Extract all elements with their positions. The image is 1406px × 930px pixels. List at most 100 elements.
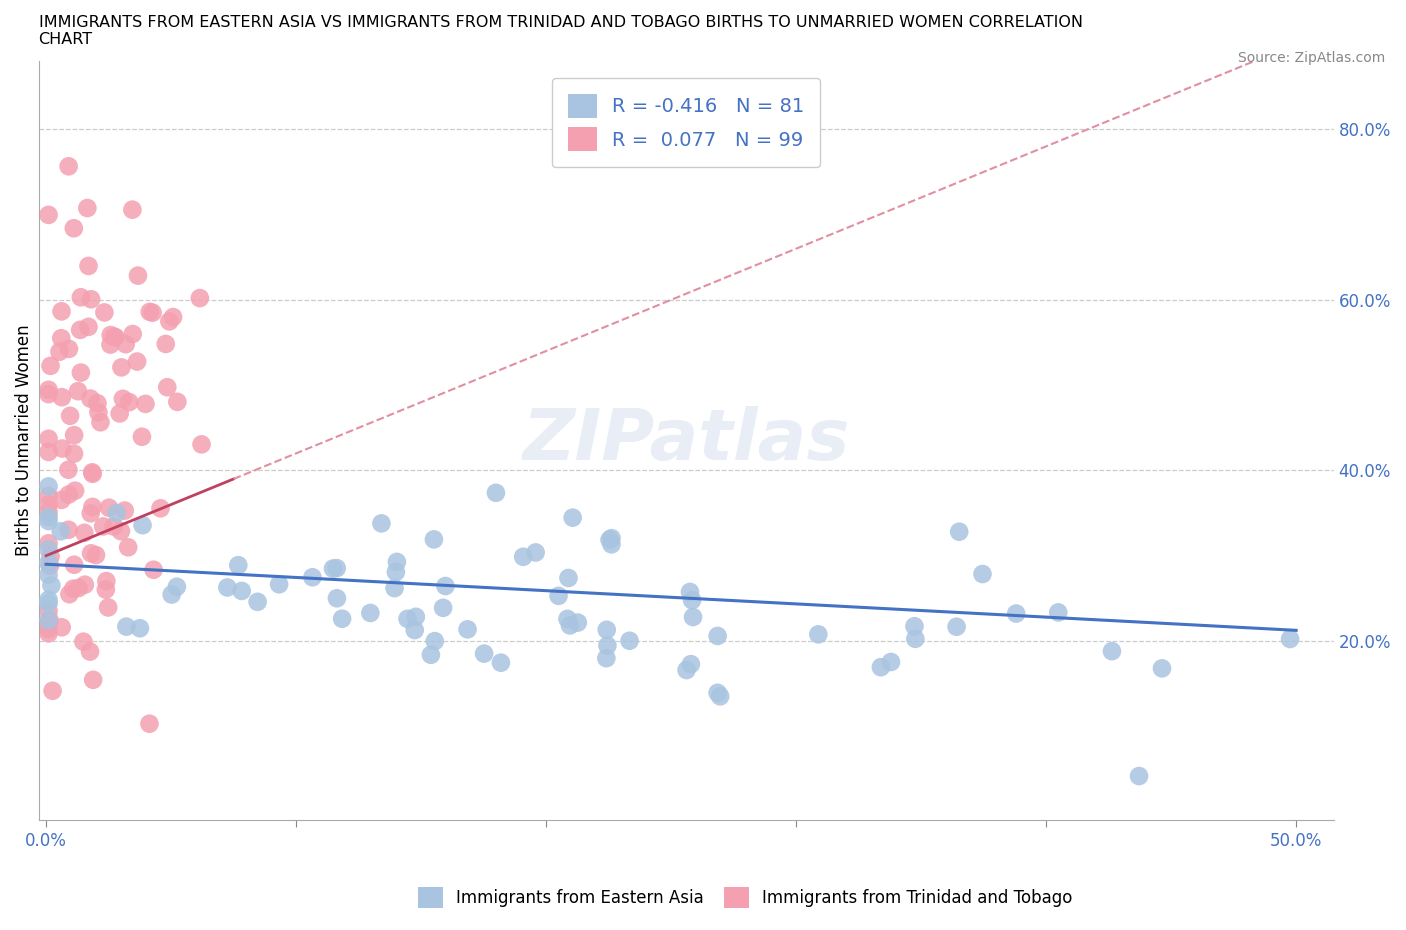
Point <box>38 382 60 397</box>
Point <box>93 305 115 320</box>
Point <box>38 592 60 607</box>
Point <box>100 327 122 342</box>
Point <box>807 627 830 642</box>
Point <box>1279 631 1302 646</box>
Point <box>326 591 349 605</box>
Point <box>63 557 86 572</box>
Point <box>100 338 122 352</box>
Point <box>72 634 94 649</box>
Point <box>58 487 80 502</box>
Point <box>131 518 153 533</box>
Point <box>82 499 104 514</box>
Point <box>903 618 925 633</box>
Point <box>51 441 73 456</box>
Point <box>142 563 165 578</box>
Point <box>142 305 165 320</box>
Point <box>190 437 212 452</box>
Point <box>1150 661 1173 676</box>
Legend: R = -0.416   N = 81, R =  0.077   N = 99: R = -0.416 N = 81, R = 0.077 N = 99 <box>553 78 820 166</box>
Point <box>679 657 702 671</box>
Point <box>117 539 139 554</box>
Point <box>149 501 172 516</box>
Point <box>51 390 73 405</box>
Point <box>51 331 73 346</box>
Point <box>38 604 60 618</box>
Point <box>58 523 80 538</box>
Y-axis label: Births to Unmarried Women: Births to Unmarried Women <box>15 325 32 556</box>
Point <box>38 613 60 628</box>
Point <box>547 589 569 604</box>
Point <box>62 581 84 596</box>
Point <box>114 503 136 518</box>
Point <box>38 479 60 494</box>
Point <box>110 524 132 538</box>
Point <box>63 484 86 498</box>
Point <box>38 542 60 557</box>
Point <box>138 304 160 319</box>
Point <box>596 622 619 637</box>
Point <box>432 601 454 616</box>
Point <box>87 405 110 419</box>
Point <box>489 656 512 671</box>
Point <box>567 615 589 630</box>
Point <box>48 344 70 359</box>
Point <box>1101 644 1123 658</box>
Point <box>63 446 86 461</box>
Point <box>103 519 125 534</box>
Point <box>129 621 152 636</box>
Point <box>706 685 728 700</box>
Point <box>49 524 72 538</box>
Point <box>1047 605 1070 620</box>
Point <box>38 555 60 570</box>
Point <box>945 619 967 634</box>
Point <box>115 619 138 634</box>
Point <box>948 525 970 539</box>
Point <box>73 525 96 540</box>
Point <box>121 326 143 341</box>
Point <box>226 558 249 573</box>
Point <box>217 580 239 595</box>
Point <box>157 314 180 329</box>
Text: Source: ZipAtlas.com: Source: ZipAtlas.com <box>1237 51 1385 65</box>
Point <box>67 580 90 595</box>
Point <box>105 506 128 521</box>
Point <box>131 430 153 445</box>
Point <box>97 600 120 615</box>
Point <box>77 319 100 334</box>
Point <box>89 415 111 430</box>
Point <box>423 532 446 547</box>
Point <box>39 558 62 573</box>
Point <box>82 466 104 481</box>
Point <box>682 609 704 624</box>
Point <box>84 548 107 563</box>
Point <box>38 432 60 446</box>
Point <box>561 511 583 525</box>
Point <box>38 626 60 641</box>
Point <box>706 629 728 644</box>
Point <box>160 587 183 602</box>
Point <box>80 292 103 307</box>
Point <box>38 567 60 582</box>
Point <box>79 644 101 659</box>
Point <box>79 392 101 406</box>
Point <box>385 565 408 579</box>
Point <box>38 510 60 525</box>
Point <box>162 310 184 325</box>
Point <box>104 329 127 344</box>
Point <box>118 394 141 409</box>
Point <box>127 354 149 369</box>
Point <box>485 485 508 500</box>
Point <box>63 220 86 235</box>
Point <box>138 716 160 731</box>
Point <box>675 662 697 677</box>
Point <box>63 428 86 443</box>
Point <box>595 651 617 666</box>
Point <box>330 611 353 626</box>
Point <box>472 646 495 661</box>
Point <box>38 621 60 636</box>
Point <box>156 379 179 394</box>
Point <box>619 633 641 648</box>
Legend: Immigrants from Eastern Asia, Immigrants from Trinidad and Tobago: Immigrants from Eastern Asia, Immigrants… <box>411 881 1080 914</box>
Point <box>38 387 60 402</box>
Point <box>322 561 344 576</box>
